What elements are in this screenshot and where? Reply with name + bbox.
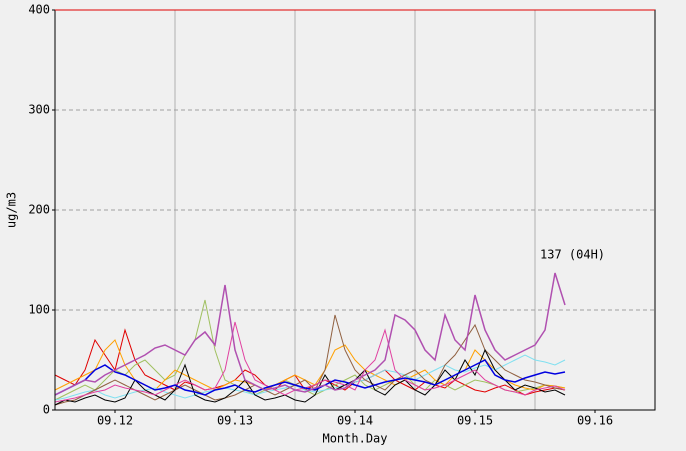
x-tick-label: 09.13 <box>217 414 253 428</box>
x-axis-label: Month.Day <box>322 432 387 446</box>
series-line <box>54 299 566 401</box>
y-tick-label: 400 <box>28 3 50 17</box>
series-line <box>54 314 566 406</box>
y-tick-label: 300 <box>28 103 50 117</box>
y-tick-label: 100 <box>28 303 50 317</box>
series-line <box>54 328 566 396</box>
series-line <box>54 359 566 396</box>
x-tick-label: 09.16 <box>577 414 613 428</box>
series-line <box>54 272 566 396</box>
x-tick-label: 09.12 <box>97 414 133 428</box>
annotation: 137 (04H) <box>540 248 605 262</box>
plot-area <box>55 10 655 410</box>
y-tick-label: 200 <box>28 203 50 217</box>
y-axis-label: ug/m3 <box>5 192 19 228</box>
x-tick-label: 09.15 <box>457 414 493 428</box>
x-tick-label: 09.14 <box>337 414 373 428</box>
y-tick-label: 0 <box>43 403 50 417</box>
series-line <box>54 321 566 403</box>
